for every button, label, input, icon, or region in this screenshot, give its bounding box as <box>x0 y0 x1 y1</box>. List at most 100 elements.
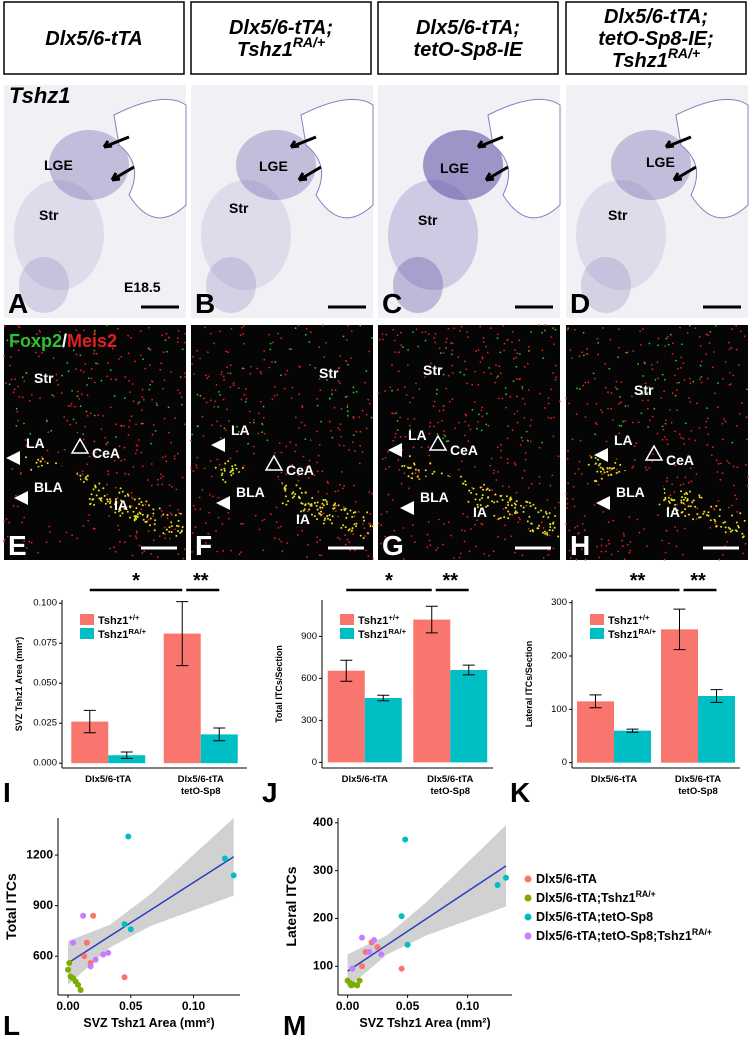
stain-name: / <box>62 331 67 351</box>
data-point <box>398 913 405 920</box>
cell-dot <box>731 504 733 507</box>
cell-dot <box>510 504 513 507</box>
cell-dot <box>82 433 84 435</box>
cell-dot <box>646 545 648 548</box>
cell-dot <box>332 504 335 507</box>
cell-dot <box>480 429 483 432</box>
cell-dot <box>542 557 545 559</box>
cell-dot <box>578 460 581 463</box>
cell-dot <box>93 352 95 355</box>
region-label: BLA <box>420 489 449 505</box>
data-point <box>221 855 228 862</box>
cell-dot <box>280 374 282 377</box>
cell-dot <box>109 500 112 503</box>
cell-dot <box>572 498 574 500</box>
cell-dot <box>219 394 221 396</box>
cell-dot <box>574 526 576 529</box>
cell-dot <box>109 502 111 505</box>
data-point <box>65 966 72 973</box>
cell-dot <box>650 364 653 366</box>
cell-dot <box>46 420 48 423</box>
cell-dot <box>28 540 30 543</box>
cell-dot <box>689 505 692 508</box>
fluor-background <box>378 325 560 560</box>
cell-dot <box>51 376 54 379</box>
cell-dot <box>230 327 233 330</box>
cell-dot <box>574 472 576 475</box>
cell-dot <box>95 352 98 355</box>
header-text: tetO-Sp8-IE; <box>598 28 714 50</box>
cell-dot <box>23 540 25 542</box>
cell-dot <box>676 382 678 384</box>
cell-dot <box>161 456 164 459</box>
cell-dot <box>223 467 226 470</box>
cell-dot <box>546 531 548 534</box>
arrowhead <box>400 501 414 515</box>
cell-dot <box>324 517 327 520</box>
legend-label-sup: RA/+ <box>636 889 656 899</box>
cell-dot <box>135 515 138 518</box>
cell-dot <box>301 522 303 524</box>
cell-dot <box>522 506 525 509</box>
cell-dot <box>149 524 151 527</box>
cell-dot <box>682 498 685 501</box>
cell-dot <box>141 465 144 468</box>
cell-dot <box>285 495 287 498</box>
cell-dot <box>351 527 354 530</box>
cell-dot <box>666 477 669 480</box>
cell-dot <box>687 505 690 508</box>
stain <box>581 257 631 313</box>
cell-dot <box>524 403 526 405</box>
region-label: LGE <box>440 160 469 176</box>
cell-dot <box>84 363 87 365</box>
cell-dot <box>681 511 684 513</box>
cell-dot <box>741 402 743 404</box>
cell-dot <box>344 360 347 362</box>
cell-dot <box>700 381 703 384</box>
cell-dot <box>100 499 102 502</box>
cell-dot <box>364 535 366 537</box>
cell-dot <box>475 350 477 352</box>
error-bar <box>213 727 226 742</box>
cell-dot <box>506 339 509 341</box>
panel-letter: B <box>195 288 215 319</box>
cell-dot <box>412 331 415 333</box>
cell-dot <box>593 479 596 482</box>
cell-dot <box>218 391 220 393</box>
cell-dot <box>326 379 328 381</box>
cell-dot <box>537 511 540 514</box>
cell-dot <box>513 502 516 505</box>
cell-dot <box>597 458 599 461</box>
cell-dot <box>616 388 618 390</box>
legend-label: Dlx5/6-tTA;Tshz1RA/+ <box>536 889 656 905</box>
cell-dot <box>665 337 668 340</box>
cell-dot <box>245 388 247 391</box>
cell-dot <box>326 480 329 483</box>
cell-dot <box>388 466 391 468</box>
cell-dot <box>17 419 19 422</box>
cell-dot <box>328 514 331 517</box>
cell-dot <box>355 525 357 528</box>
cell-dot <box>428 454 430 457</box>
significance-label: ** <box>442 570 458 592</box>
cell-dot <box>665 419 667 422</box>
cell-dot <box>124 376 127 378</box>
data-point <box>121 921 128 928</box>
cell-dot <box>301 529 304 532</box>
cell-dot <box>579 439 582 442</box>
cell-dot <box>167 336 170 339</box>
cell-dot <box>300 510 303 513</box>
bar <box>698 696 735 763</box>
cell-dot <box>485 345 487 348</box>
cell-dot <box>476 519 479 522</box>
cell-dot <box>316 541 318 544</box>
cell-dot <box>435 549 438 552</box>
cell-dot <box>311 497 314 499</box>
cell-dot <box>712 507 715 510</box>
cell-dot <box>35 351 37 354</box>
panel-letter: H <box>570 530 590 561</box>
cell-dot <box>191 551 193 553</box>
cell-dot <box>93 440 96 443</box>
open-arrowhead <box>264 454 284 471</box>
cell-dot <box>448 400 451 403</box>
